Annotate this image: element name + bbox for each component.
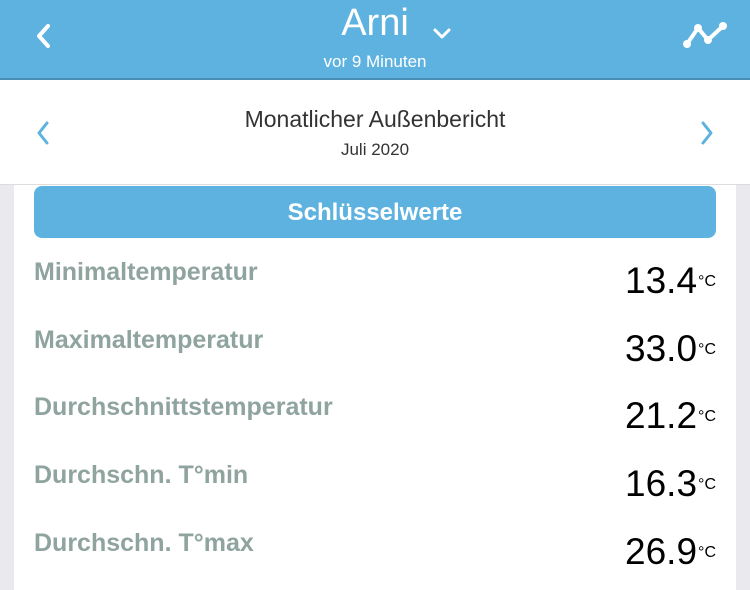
report-period: Juli 2020 [340, 140, 410, 159]
line-chart-icon[interactable] [680, 18, 730, 52]
section-header-key-values[interactable]: Schlüsselwerte [34, 186, 716, 238]
report-title: Monatlicher Außenbericht [244, 106, 506, 132]
row-avg-tmax: Durchschn. T°max 26.9°C [34, 519, 716, 579]
row-label: Durchschnittstemperatur [34, 393, 333, 421]
row-label: Durchschn. T°min [34, 461, 249, 489]
row-min-temp: Minimaltemperatur 13.4°C [34, 248, 716, 308]
row-label: Maximaltemperatur [34, 326, 264, 354]
report-header: Monatlicher Außenbericht Juli 2020 [0, 80, 750, 185]
row-value: 33.0°C [625, 328, 716, 369]
row-value: 13.4°C [625, 260, 716, 301]
row-max-temp: Maximaltemperatur 33.0°C [34, 316, 716, 376]
next-month-icon[interactable] [694, 118, 718, 148]
row-label: Durchschn. T°max [34, 529, 254, 557]
back-chevron-icon[interactable] [30, 18, 60, 54]
row-value: 26.9°C [625, 531, 716, 572]
station-title[interactable]: Arni [341, 2, 409, 44]
row-value: 16.3°C [625, 463, 716, 504]
row-avg-tmin: Durchschn. T°min 16.3°C [34, 451, 716, 511]
previous-month-icon[interactable] [32, 118, 56, 148]
last-update: vor 9 Minuten [323, 52, 427, 71]
row-value: 21.2°C [625, 395, 716, 436]
top-bar: Arni vor 9 Minuten [0, 0, 750, 80]
key-values-card: Schlüsselwerte Minimaltemperatur 13.4°C … [14, 185, 736, 590]
chevron-down-icon[interactable] [430, 24, 454, 44]
row-avg-temp: Durchschnittstemperatur 21.2°C [34, 383, 716, 443]
row-label: Minimaltemperatur [34, 258, 258, 286]
